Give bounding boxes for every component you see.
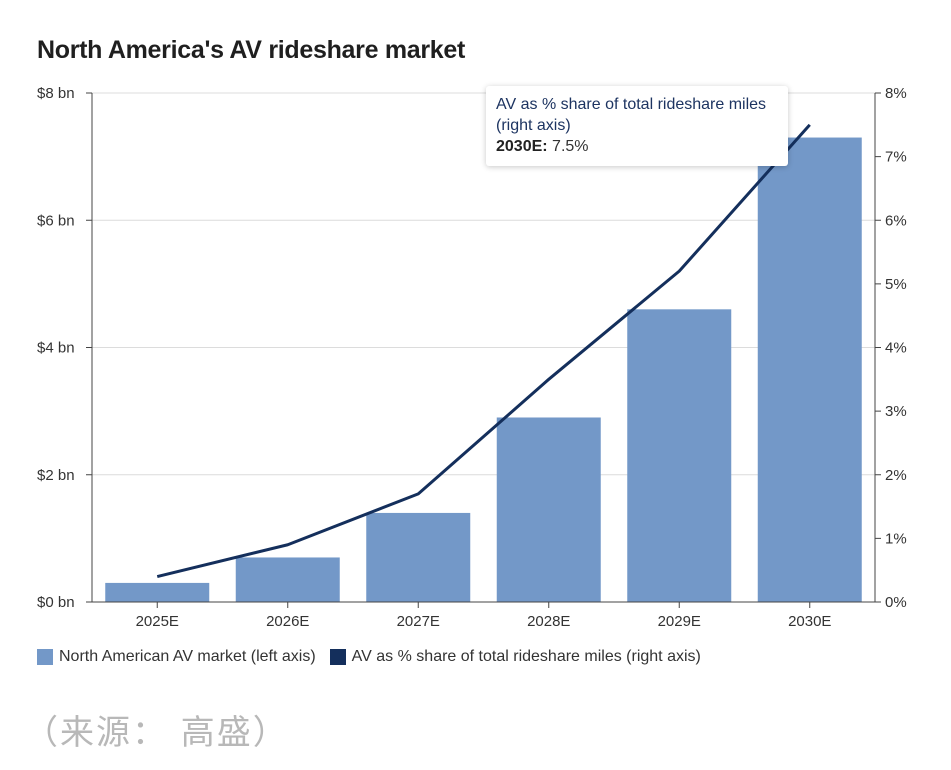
right-tick-label: 0% — [885, 594, 907, 611]
right-tick-label: 1% — [885, 530, 907, 547]
right-tick-label: 5% — [885, 276, 907, 293]
x-tick-label: 2029E — [658, 613, 701, 630]
right-tick-label: 4% — [885, 340, 907, 357]
left-tick-label: $2 bn — [37, 467, 75, 484]
legend-swatch-bar — [37, 649, 53, 665]
legend-label-line: AV as % share of total rideshare miles (… — [351, 648, 701, 665]
tooltip-value: 7.5% — [552, 138, 589, 155]
left-tick-label: $6 bn — [37, 212, 75, 229]
legend-item-line[interactable]: AV as % share of total rideshare miles (… — [329, 648, 701, 666]
bar-series — [105, 137, 862, 602]
gridlines — [92, 92, 875, 476]
bar — [627, 309, 732, 602]
bar — [105, 582, 210, 602]
legend-label-bar: North American AV market (left axis) — [59, 648, 316, 665]
left-tick-label: $8 bn — [37, 85, 75, 102]
bar — [235, 557, 340, 602]
legend-swatch-line — [329, 649, 346, 665]
right-tick-label: 6% — [885, 212, 907, 229]
chart-legend: North American AV market (left axis) AV … — [37, 648, 715, 666]
x-tick-label: 2027E — [397, 613, 440, 630]
bar — [757, 137, 862, 602]
x-tick-label: 2025E — [136, 613, 179, 630]
chart-tooltip: AV as % share of total rideshare miles (… — [486, 86, 788, 166]
right-tick-label: 8% — [885, 85, 907, 102]
axes — [86, 92, 881, 608]
right-tick-label: 2% — [885, 467, 907, 484]
right-tick-label: 7% — [885, 149, 907, 166]
x-tick-label: 2026E — [266, 613, 309, 630]
bar — [366, 512, 471, 602]
source-note: （来源： 高盛） — [24, 713, 289, 753]
bar — [496, 417, 601, 602]
x-tick-label: 2028E — [527, 613, 570, 630]
tick-labels: $0 bn $2 bn $4 bn $6 bn $8 bn 0% 1% 2% 3% 4% 5% 6% 7… — [37, 85, 907, 630]
tooltip-value-label: 2030E: — [496, 138, 548, 155]
line-series — [156, 123, 811, 579]
x-tick-label: 2030E — [788, 613, 831, 630]
line-series-path — [156, 123, 811, 579]
tooltip-title: AV as % share of total rideshare miles (… — [496, 96, 767, 134]
left-tick-label: $4 bn — [37, 340, 75, 357]
left-tick-label: $0 bn — [37, 594, 75, 611]
right-tick-label: 3% — [885, 403, 907, 420]
legend-item-bar[interactable]: North American AV market (left axis) — [37, 648, 316, 666]
chart-title: North America's AV rideshare market — [37, 36, 466, 64]
